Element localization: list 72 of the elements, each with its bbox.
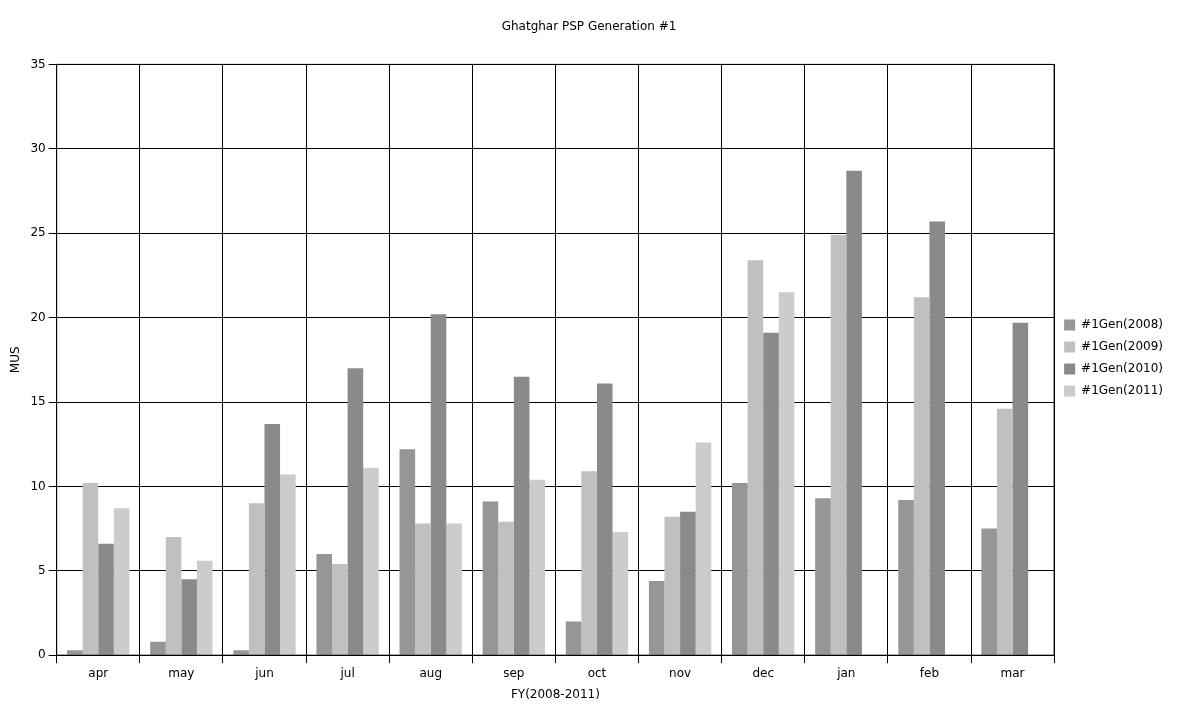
bar xyxy=(529,479,546,655)
bar xyxy=(363,467,379,655)
bar xyxy=(763,332,779,655)
bar xyxy=(778,292,795,655)
bar xyxy=(830,234,847,655)
bar xyxy=(98,543,114,655)
x-tick-label: dec xyxy=(752,665,774,680)
bar xyxy=(248,503,265,655)
legend-label: #1Gen(2011) xyxy=(1081,383,1164,398)
bar xyxy=(695,442,712,655)
bar xyxy=(264,423,281,655)
bar xyxy=(233,650,249,655)
x-axis-title: FY(2008-2011) xyxy=(510,686,600,701)
bar xyxy=(747,260,764,655)
bar xyxy=(648,580,665,655)
x-tick-label: oct xyxy=(587,665,607,680)
bar xyxy=(446,523,462,655)
x-tick-label: jul xyxy=(339,665,355,680)
bar xyxy=(898,499,914,655)
bar xyxy=(113,508,130,655)
y-tick-label: 30 xyxy=(30,140,46,155)
bar xyxy=(415,523,431,655)
x-tick-label: sep xyxy=(503,665,525,680)
bar xyxy=(150,641,166,655)
bar xyxy=(399,449,416,655)
bar xyxy=(316,553,333,655)
x-tick-label: feb xyxy=(919,665,940,680)
bar xyxy=(280,474,296,655)
legend-label: #1Gen(2010) xyxy=(1081,361,1164,376)
bar xyxy=(732,483,748,655)
bar xyxy=(929,221,946,655)
x-tick-label: may xyxy=(168,665,195,680)
x-tick-label: jun xyxy=(254,665,274,680)
bar xyxy=(913,297,930,655)
y-tick-label: 5 xyxy=(38,562,46,577)
legend-label: #1Gen(2009) xyxy=(1081,339,1164,354)
bar xyxy=(565,621,582,655)
y-axis-title: MUS xyxy=(8,346,23,374)
x-tick-label: jan xyxy=(836,665,856,680)
bar xyxy=(67,650,83,655)
bar xyxy=(498,521,514,655)
bar xyxy=(196,560,213,655)
y-tick-label: 0 xyxy=(38,647,46,662)
bar xyxy=(430,314,447,655)
y-tick-label: 25 xyxy=(30,225,46,240)
bar xyxy=(680,511,696,655)
bar xyxy=(981,528,997,655)
x-tick-label: aug xyxy=(419,665,442,680)
x-tick-label: mar xyxy=(1000,665,1025,680)
bar xyxy=(664,516,681,655)
bar xyxy=(482,501,499,655)
y-tick-label: 35 xyxy=(30,56,46,71)
bar xyxy=(996,408,1013,655)
legend-label: #1Gen(2008) xyxy=(1081,317,1164,332)
bar xyxy=(513,376,530,655)
y-tick-label: 10 xyxy=(30,478,46,493)
bar xyxy=(347,368,364,655)
bar xyxy=(165,537,182,655)
bar xyxy=(846,170,862,655)
bar xyxy=(332,564,348,655)
x-tick-label: apr xyxy=(88,665,109,680)
x-tick-label: nov xyxy=(669,665,692,680)
bar xyxy=(1012,322,1029,655)
bar xyxy=(612,531,629,655)
bar xyxy=(815,498,831,655)
y-tick-label: 15 xyxy=(30,394,46,409)
y-tick-label: 20 xyxy=(30,309,46,324)
bar xyxy=(596,383,613,655)
bar xyxy=(181,579,197,655)
bar xyxy=(82,483,99,655)
bar xyxy=(581,471,597,655)
chart-title: Ghatghar PSP Generation #1 xyxy=(501,19,677,34)
